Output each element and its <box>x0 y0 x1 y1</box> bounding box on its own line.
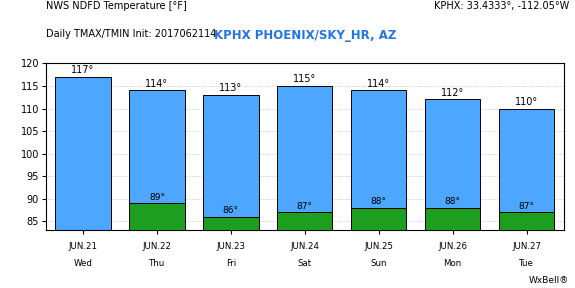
Bar <box>203 217 259 230</box>
Bar <box>129 90 185 230</box>
Text: 115°: 115° <box>293 74 316 84</box>
Text: Tue: Tue <box>519 259 534 268</box>
Bar <box>55 77 110 230</box>
Bar <box>499 109 554 230</box>
Bar <box>277 212 332 230</box>
Text: JUN.24: JUN.24 <box>290 242 319 251</box>
Text: JUN.27: JUN.27 <box>512 242 541 251</box>
Text: 113°: 113° <box>219 83 243 93</box>
Text: 112°: 112° <box>441 88 464 98</box>
Bar <box>203 95 259 230</box>
Text: KPHX PHOENIX/SKY_HR, AZ: KPHX PHOENIX/SKY_HR, AZ <box>213 29 396 42</box>
Text: 117°: 117° <box>71 65 95 75</box>
Bar <box>425 208 480 230</box>
Text: NWS NDFD Temperature [°F]: NWS NDFD Temperature [°F] <box>46 1 187 12</box>
Bar <box>499 212 554 230</box>
Text: Thu: Thu <box>149 259 165 268</box>
Text: Fri: Fri <box>226 259 236 268</box>
Bar <box>129 203 185 230</box>
Text: Sun: Sun <box>370 259 387 268</box>
Text: JUN.23: JUN.23 <box>216 242 246 251</box>
Text: JUN.22: JUN.22 <box>143 242 171 251</box>
Text: 87°: 87° <box>519 202 535 211</box>
Text: 89°: 89° <box>149 192 165 202</box>
Text: Daily TMAX/TMIN Init: 2017062114: Daily TMAX/TMIN Init: 2017062114 <box>46 29 216 39</box>
Text: WxBell®: WxBell® <box>529 276 569 285</box>
Text: 88°: 88° <box>371 197 386 206</box>
Text: 87°: 87° <box>297 202 313 211</box>
Text: 110°: 110° <box>515 97 538 107</box>
Text: Mon: Mon <box>443 259 462 268</box>
Text: 86°: 86° <box>223 206 239 215</box>
Text: 114°: 114° <box>145 79 168 89</box>
Bar <box>277 86 332 230</box>
Bar <box>425 99 480 230</box>
Text: KPHX: 33.4333°, -112.05°W: KPHX: 33.4333°, -112.05°W <box>434 1 569 12</box>
Text: Sat: Sat <box>298 259 312 268</box>
Text: JUN.25: JUN.25 <box>364 242 393 251</box>
Text: 114°: 114° <box>367 79 390 89</box>
Text: JUN.21: JUN.21 <box>68 242 98 251</box>
Bar <box>351 208 407 230</box>
Bar <box>351 90 407 230</box>
Text: 88°: 88° <box>444 197 461 206</box>
Text: Wed: Wed <box>74 259 93 268</box>
Text: JUN.26: JUN.26 <box>438 242 467 251</box>
